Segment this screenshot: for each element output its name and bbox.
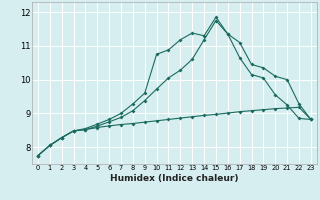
X-axis label: Humidex (Indice chaleur): Humidex (Indice chaleur) [110, 174, 239, 183]
